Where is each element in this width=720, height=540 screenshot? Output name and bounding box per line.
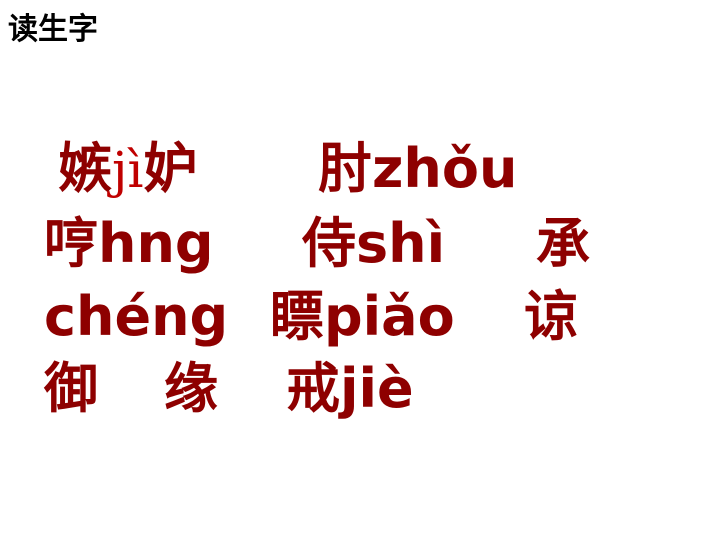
vocab-item: 瞟piǎo xyxy=(270,285,455,348)
vocab-item: 戒jiè xyxy=(286,357,414,420)
vocab-item: 谅 xyxy=(524,285,578,348)
vocab-item: 缘 xyxy=(164,357,218,420)
vocab-item: 侍shì xyxy=(302,212,446,275)
vocab-item: 御 xyxy=(44,357,98,420)
vocab-char: 妒 xyxy=(143,137,198,200)
vocab-item: 肘zhǒu xyxy=(318,137,518,200)
slide-title: 读生字 xyxy=(8,12,98,47)
vocab-item: 承 xyxy=(536,212,590,275)
vocab-item-jidu: 嫉jì妒 xyxy=(58,142,198,196)
vocab-char: 嫉 xyxy=(58,137,112,200)
vocab-item: 哼hng xyxy=(44,212,214,275)
vocab-item: chéng xyxy=(44,285,229,348)
vocab-pinyin: jì xyxy=(112,141,144,199)
